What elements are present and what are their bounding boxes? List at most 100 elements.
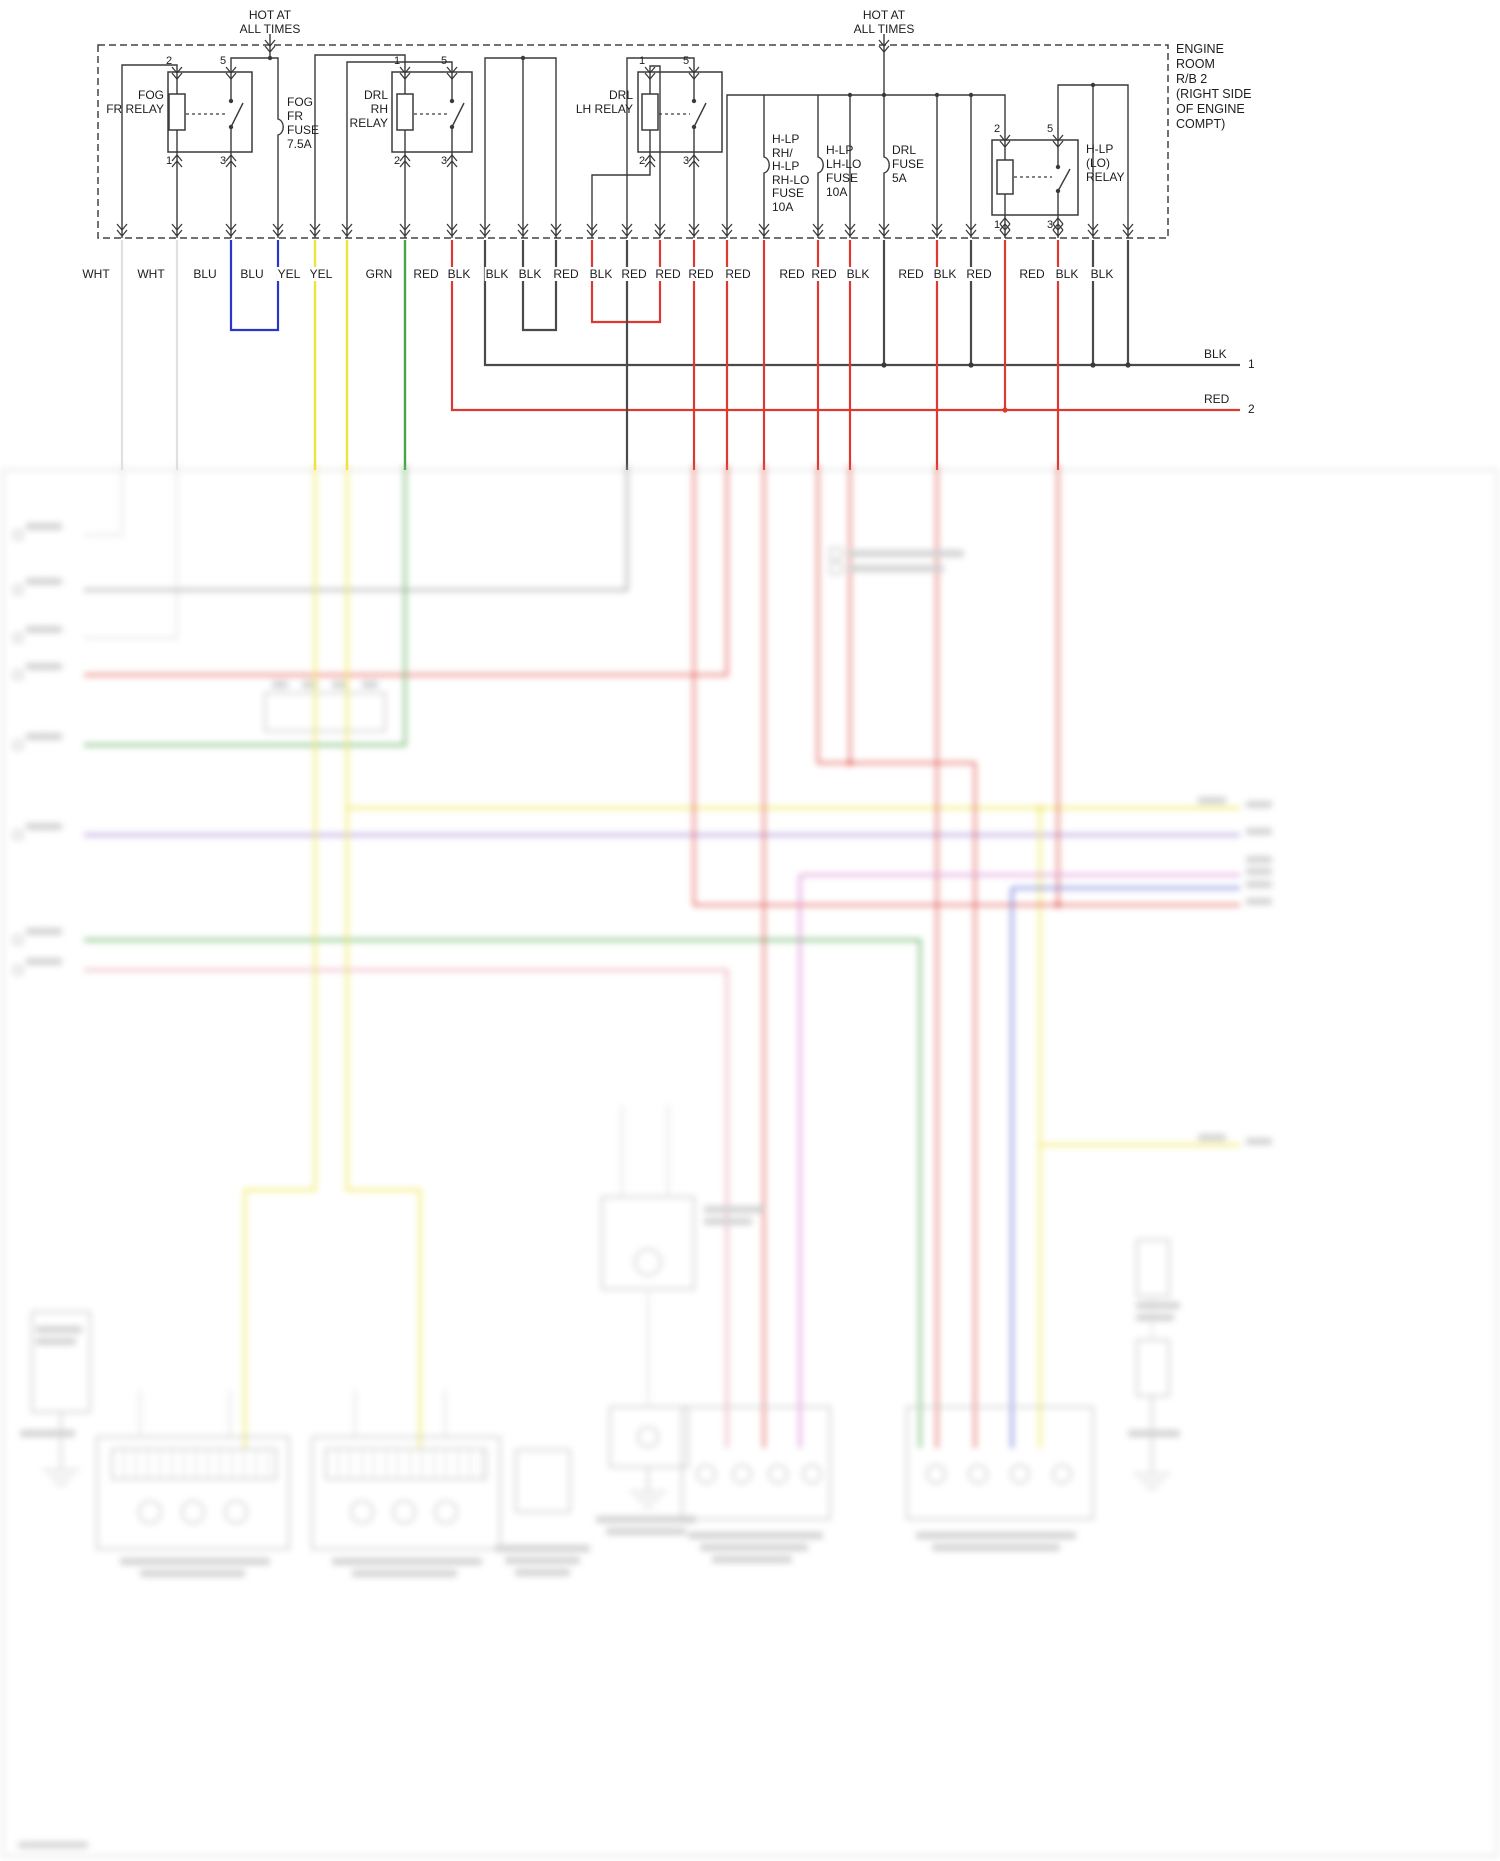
relay-label-line: H-LP bbox=[1086, 142, 1114, 156]
right-component-column bbox=[1128, 1239, 1180, 1489]
relay-pin-number: 3 bbox=[219, 155, 227, 167]
junction-box-outline bbox=[97, 44, 1169, 239]
blurred-lower-diagram bbox=[0, 465, 1500, 1861]
fog-fr-fuse-label: FOG FR FUSE 7.5A bbox=[287, 95, 319, 151]
relay-pin-number: 2 bbox=[638, 155, 646, 167]
front-fog-light-rh bbox=[311, 1390, 501, 1577]
relay-pin-number: 5 bbox=[219, 55, 227, 67]
fuse-label-line: RH/ bbox=[772, 145, 793, 160]
relay-pin-number: 2 bbox=[165, 55, 173, 67]
relay-label-line: FOG bbox=[138, 88, 164, 102]
wire-color-label: RED bbox=[412, 267, 440, 281]
relay-pin-number: 2 bbox=[993, 123, 1001, 135]
relay-pin-number: 5 bbox=[682, 55, 690, 67]
mid-note-block bbox=[829, 547, 964, 575]
wire-color-label: RED bbox=[897, 267, 925, 281]
hlp-lo-relay-symbol bbox=[991, 139, 1079, 216]
center-component-stack bbox=[596, 1105, 764, 1535]
footer-note bbox=[18, 1842, 88, 1848]
harness-wires-blurred bbox=[84, 465, 1240, 1448]
right-edge-connector-stubs bbox=[1198, 797, 1272, 1145]
terminal-2-wire-label: RED bbox=[1204, 392, 1230, 406]
relay-label-line: (LO) bbox=[1086, 156, 1110, 170]
relay-label-line: DRL bbox=[363, 88, 388, 102]
fuse-label-line: LH-LO bbox=[826, 157, 862, 171]
wiring-svg-top bbox=[97, 34, 1240, 470]
relay-label-line: LH RELAY bbox=[575, 102, 633, 116]
hot-at-2-line2: ALL TIMES bbox=[853, 22, 915, 36]
fuse-label-line: FOG bbox=[287, 95, 313, 109]
drl-lh-relay-symbol bbox=[637, 71, 723, 153]
wire-color-label: RED bbox=[965, 267, 993, 281]
wire-color-label: YEL bbox=[276, 267, 302, 281]
junction-box-label-line: R/B 2 bbox=[1176, 72, 1208, 86]
fuse-label-line: H-LP bbox=[772, 159, 800, 173]
junction-box-label: ENGINE ROOM R/B 2 (RIGHT SIDE OF ENGINE … bbox=[1176, 42, 1251, 132]
headlight-assembly-rh bbox=[906, 1406, 1094, 1551]
wire-color-label: BLK bbox=[1089, 267, 1115, 281]
fuse-label-line: FUSE bbox=[772, 186, 805, 200]
wire-color-label: RED bbox=[620, 267, 648, 281]
wire-color-label: WHT bbox=[81, 267, 111, 281]
hot-at-2-line1: HOT AT bbox=[862, 8, 906, 22]
wire-color-label: BLK bbox=[484, 267, 510, 281]
front-fog-light-lh bbox=[96, 1390, 290, 1577]
relay-label-line: RH RELAY bbox=[349, 102, 388, 130]
wire-color-label: RED bbox=[654, 267, 682, 281]
hot-at-label-2: HOT AT ALL TIMES bbox=[854, 8, 915, 36]
relay-pin-number: 3 bbox=[440, 155, 448, 167]
junction-box-label-line: (RIGHT SIDE bbox=[1176, 87, 1252, 101]
fuse-label-line: FR bbox=[287, 109, 303, 123]
wire-color-label: BLK bbox=[1054, 267, 1080, 281]
relay-pin-number: 1 bbox=[993, 219, 1001, 231]
fuse-label-line: 10A bbox=[772, 199, 794, 214]
junction-box-label-line: ENGINE bbox=[1176, 42, 1224, 56]
wire-color-label: GRN bbox=[364, 267, 394, 281]
wire-color-label: WHT bbox=[136, 267, 166, 281]
wire-color-label: RED bbox=[724, 267, 752, 281]
relay-pin-number: 5 bbox=[1046, 123, 1054, 135]
connector-chevrons bbox=[116, 39, 1134, 237]
fuse-label-line: 5A bbox=[892, 171, 907, 185]
wire-color-label: BLK bbox=[845, 267, 871, 281]
fog-fr-relay-label: FOG FR RELAY bbox=[104, 88, 164, 116]
fuse-label-line: RH-LO bbox=[772, 172, 810, 187]
fuse-label-line: FUSE bbox=[287, 123, 320, 137]
drl-rh-relay-symbol bbox=[391, 71, 473, 153]
hot-at-label-1: HOT AT ALL TIMES bbox=[240, 8, 301, 36]
hlp-lo-relay-label: H-LP (LO) RELAY bbox=[1086, 142, 1124, 184]
hlp-lh-lo-fuse-label: H-LP LH-LO FUSE 10A bbox=[826, 143, 861, 199]
junction-box-label-line: COMPT) bbox=[1176, 117, 1226, 131]
fuse-label-line: FUSE bbox=[826, 171, 859, 185]
relay-pin-number: 3 bbox=[682, 155, 690, 167]
fuse-label-line: FUSE bbox=[892, 157, 925, 171]
headlight-assembly-lh bbox=[681, 1406, 831, 1563]
left-component bbox=[20, 1311, 91, 1485]
relay-pin-number: 2 bbox=[393, 155, 401, 167]
relay-pin-number: 3 bbox=[1046, 219, 1054, 231]
page-frame bbox=[2, 469, 1498, 1857]
hot-at-1-line2: ALL TIMES bbox=[239, 22, 301, 36]
hot-at-1-line1: HOT AT bbox=[248, 8, 292, 22]
relay-pin-number: 1 bbox=[638, 55, 646, 67]
wire-color-label: RED bbox=[552, 267, 580, 281]
relay-pin-number: 1 bbox=[165, 155, 173, 167]
wire-color-label: BLK bbox=[588, 267, 614, 281]
wire-color-label: RED bbox=[810, 267, 838, 281]
terminal-1-wire-label: BLK bbox=[1204, 347, 1227, 361]
relay-label-line: FR RELAY bbox=[106, 102, 164, 116]
fuse-label-line: H-LP bbox=[772, 132, 800, 146]
junction-box-label-line: ROOM bbox=[1176, 57, 1215, 71]
wire-color-label: BLK bbox=[517, 267, 543, 281]
relay-pin-number: 1 bbox=[393, 55, 401, 67]
terminal-1-number-label: 1 bbox=[1248, 357, 1255, 371]
wire-color-label: BLU bbox=[192, 267, 218, 281]
junction-box-label-line: OF ENGINE bbox=[1176, 102, 1245, 116]
left-edge-connector-stubs bbox=[13, 523, 62, 975]
relay-label-line: DRL bbox=[608, 88, 633, 102]
small-component-center-left bbox=[495, 1449, 590, 1576]
wire-color-label: YEL bbox=[308, 267, 334, 281]
fuse-label-line: H-LP bbox=[826, 143, 854, 157]
fog-fr-relay-symbol bbox=[167, 71, 253, 153]
